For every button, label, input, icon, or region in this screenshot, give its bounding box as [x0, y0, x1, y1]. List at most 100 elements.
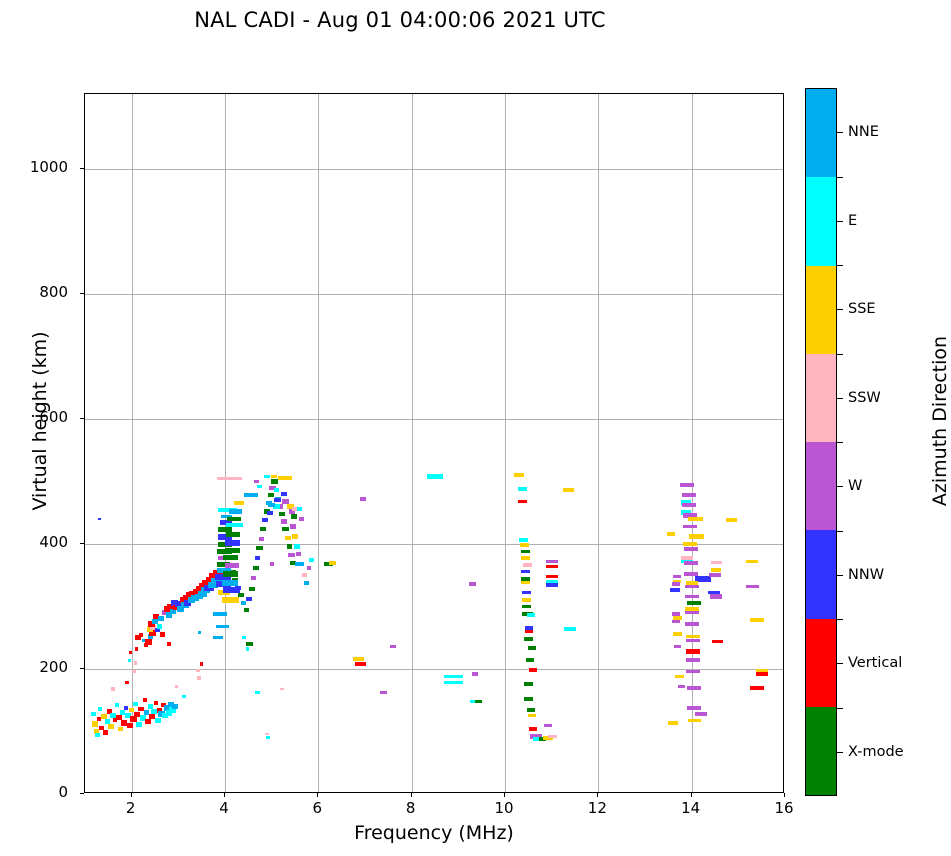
colorbar-label-w: W	[848, 478, 863, 495]
echo-point	[139, 714, 147, 721]
echo-point	[712, 639, 724, 644]
gridline-horizontal	[85, 544, 783, 545]
x-axis-label: Frequency (MHz)	[354, 822, 514, 844]
y-tick	[80, 293, 84, 294]
y-tick-label: 200	[39, 658, 68, 676]
data-canvas	[85, 94, 783, 792]
colorbar-tick	[837, 309, 843, 311]
echo-point	[126, 722, 133, 728]
colorbar-label-nne: NNE	[848, 124, 879, 141]
echo-point	[527, 713, 537, 717]
x-tick-label: 8	[405, 799, 416, 817]
colorbar-separator	[837, 619, 843, 620]
echo-point	[287, 504, 294, 509]
colorbar-segment-nnw	[806, 530, 836, 619]
echo-point	[688, 534, 704, 539]
gridline-vertical	[411, 94, 413, 792]
colorbar-segment-e	[806, 177, 836, 266]
echo-point	[251, 575, 257, 580]
colorbar-separator	[837, 707, 843, 709]
echo-point	[298, 516, 305, 522]
echo-point	[755, 668, 768, 672]
echo-point	[246, 641, 253, 647]
echo-point	[115, 715, 122, 721]
echo-point	[215, 574, 231, 580]
echo-point	[134, 647, 138, 651]
echo-point	[282, 499, 290, 504]
echo-point	[145, 719, 152, 724]
echo-point	[520, 555, 531, 560]
echo-point	[149, 714, 155, 719]
echo-point	[216, 624, 230, 629]
echo-point	[168, 701, 174, 707]
echo-point	[125, 681, 129, 685]
echo-point	[269, 485, 276, 490]
echo-point	[681, 493, 696, 498]
echo-point	[258, 536, 265, 542]
echo-point	[309, 558, 315, 563]
echo-point	[150, 625, 156, 631]
echo-point	[162, 712, 169, 718]
colorbar-label-e: E	[848, 212, 858, 229]
echo-point	[306, 565, 312, 570]
echo-point	[708, 591, 721, 595]
echo-point	[687, 516, 703, 522]
echo-point	[155, 628, 161, 633]
echo-point	[290, 524, 296, 529]
echo-point	[519, 538, 529, 543]
echo-point	[328, 560, 337, 565]
x-tick	[504, 793, 505, 797]
echo-point	[102, 730, 109, 736]
colorbar-segment-nne	[806, 89, 836, 178]
plot-area	[84, 93, 784, 793]
colorbar-segment-vertical	[806, 618, 836, 707]
echo-point	[668, 720, 678, 725]
echo-point	[107, 723, 115, 730]
echo-point	[218, 507, 237, 512]
echo-point	[255, 691, 260, 695]
echo-point	[359, 497, 367, 501]
echo-point	[167, 642, 171, 646]
echo-point	[687, 718, 701, 722]
echo-point	[684, 611, 699, 615]
echo-point	[684, 584, 699, 589]
echo-point	[524, 637, 533, 641]
echo-point	[222, 571, 239, 577]
x-tick	[597, 793, 599, 797]
echo-point	[469, 582, 476, 586]
echo-point	[527, 613, 535, 618]
echo-point	[216, 561, 231, 567]
echo-point	[745, 584, 759, 589]
colorbar-tick	[837, 751, 843, 753]
echo-point	[290, 560, 297, 565]
echo-point	[673, 615, 683, 620]
echo-point	[685, 669, 700, 674]
echo-point	[265, 736, 271, 740]
x-tick	[224, 793, 225, 797]
echo-point	[294, 544, 300, 549]
gridline-horizontal	[85, 669, 783, 670]
echo-point	[174, 684, 179, 689]
echo-point	[227, 516, 242, 522]
echo-point	[147, 704, 153, 709]
echo-point	[522, 591, 531, 595]
echo-point	[521, 598, 532, 603]
echo-point	[522, 563, 533, 568]
colorbar-separator	[837, 353, 843, 355]
echo-point	[524, 697, 533, 701]
echo-point	[246, 596, 253, 602]
echo-point	[726, 518, 738, 523]
echo-point	[289, 509, 296, 514]
x-tick	[410, 793, 412, 797]
echo-point	[521, 604, 532, 609]
echo-point	[209, 573, 221, 580]
echo-point	[277, 504, 283, 509]
echo-point	[711, 561, 723, 565]
echo-point	[136, 721, 142, 727]
echo-point	[134, 711, 141, 717]
echo-point	[167, 603, 175, 610]
x-tick-label: 12	[587, 799, 607, 817]
echo-point	[282, 526, 289, 532]
echo-point	[105, 719, 110, 724]
echo-point	[162, 610, 169, 616]
